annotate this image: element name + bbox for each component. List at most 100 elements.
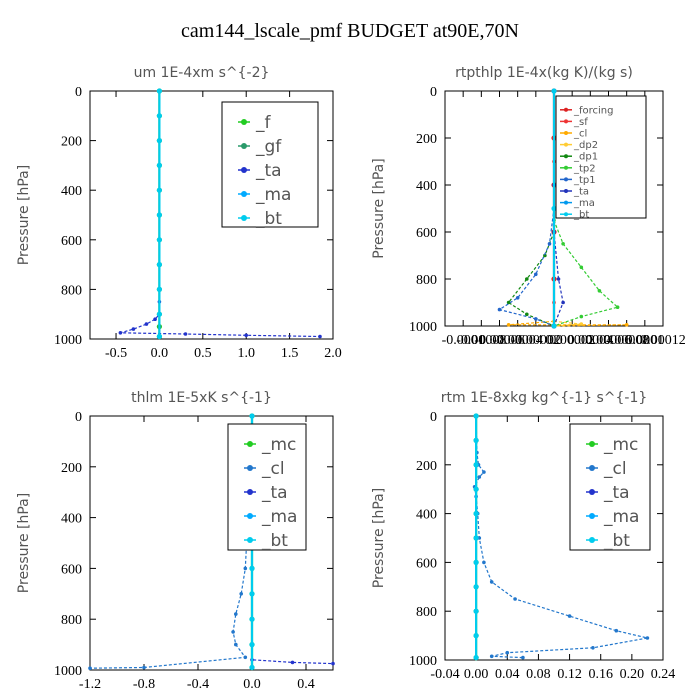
data-point (513, 597, 517, 601)
legend-marker (241, 119, 247, 125)
legend-marker (589, 513, 595, 519)
data-point (556, 277, 561, 281)
y-tick-label: 400 (416, 179, 437, 194)
y-tick-label: 0 (75, 410, 82, 425)
legend-label: _ma (573, 198, 595, 209)
data-point (249, 591, 255, 597)
data-point (505, 650, 510, 655)
x-tick-label: 1.0 (237, 346, 255, 361)
legend-label: _gf (255, 137, 282, 157)
y-tick-label: 600 (416, 226, 437, 241)
data-point (551, 323, 557, 329)
x-tick-label: 0.20 (620, 667, 645, 682)
legend-marker (589, 441, 595, 447)
data-point (144, 322, 149, 326)
legend-label: _ta (261, 483, 288, 503)
data-point (473, 608, 479, 614)
y-tick-label: 1000 (409, 654, 437, 669)
x-tick-label: -0.5 (105, 346, 127, 361)
data-point (156, 162, 162, 168)
data-point (156, 237, 162, 243)
y-tick-label: 200 (61, 461, 82, 476)
legend-label: _ma (603, 507, 639, 527)
legend-box (221, 101, 319, 228)
legend-marker (241, 143, 247, 149)
panel-4: rtm 1E-8xkg kg^{-1} s^{-1} Pressure [hPa]… (371, 390, 675, 682)
legend-label: _dp2 (573, 140, 598, 151)
y-axis-label: Pressure [hPa] (371, 488, 387, 588)
y-tick-label: 1000 (409, 320, 437, 335)
y-axis-label: Pressure [hPa] (16, 165, 32, 265)
data-point (234, 642, 238, 647)
x-tick-label: 0.24 (651, 667, 676, 682)
series-line (553, 220, 619, 327)
series-line (507, 231, 555, 327)
legend-marker (564, 165, 568, 170)
data-point (521, 655, 525, 660)
x-tick-label: 0.00 (464, 667, 489, 682)
y-tick-label: 200 (416, 459, 437, 474)
legend-marker (589, 489, 595, 495)
legend-marker (247, 465, 253, 471)
x-tick-label: -0.0001 (442, 333, 485, 348)
x-tick-label: -0.00006 (474, 333, 524, 348)
data-point (551, 88, 557, 94)
legend-marker (564, 189, 568, 193)
legend-marker (564, 200, 568, 205)
y-tick-label: 0 (430, 410, 437, 425)
data-point (551, 205, 557, 212)
x-tick-label: -0.00002 (511, 333, 561, 348)
figure-title: cam144_lscale_pmf BUDGET at90E,70N (181, 20, 519, 42)
data-point (249, 616, 255, 622)
y-tick-label: 400 (61, 184, 82, 199)
data-point (156, 333, 162, 340)
data-point (473, 559, 479, 566)
panel-1: um 1E-4xm s^{-2} Pressure [hPa] 0 200 400 600… (16, 65, 342, 361)
legend-marker (564, 142, 568, 147)
data-point (318, 334, 322, 339)
data-point (489, 580, 494, 584)
data-point (243, 655, 248, 660)
data-point (156, 187, 162, 193)
x-tick-label: 0.0 (545, 333, 563, 348)
legend-box (569, 423, 651, 551)
legend-marker (564, 131, 568, 135)
data-point (473, 437, 479, 443)
x-tick-label: 0.16 (588, 667, 613, 682)
data-point (597, 289, 602, 293)
legend-label: _sf (573, 117, 588, 128)
x-tick-label: -0.4 (187, 677, 209, 692)
data-point (547, 242, 552, 246)
panel-title: rtm 1E-8xkg kg^{-1} s^{-1} (441, 390, 648, 406)
x-tick-label: 0.04 (495, 667, 520, 682)
x-tick-label: -1.2 (79, 677, 101, 692)
data-point (473, 633, 479, 639)
legend-marker (247, 537, 253, 543)
data-point (156, 138, 162, 144)
legend-label: _ma (255, 185, 291, 205)
data-point (506, 323, 511, 327)
x-tick-label: -0.04 (430, 667, 459, 682)
x-tick-label: -0.00008 (456, 333, 506, 348)
data-point (290, 660, 295, 665)
data-point (156, 113, 162, 119)
plot-frame (89, 415, 334, 671)
panel-title: rtpthlp 1E-4x(kg K)/(kg s) (455, 65, 633, 81)
data-point (156, 212, 162, 218)
legend-marker (247, 441, 253, 447)
data-point (645, 636, 650, 640)
legend-marker (589, 465, 595, 471)
data-point (156, 88, 162, 94)
legend-box (227, 423, 307, 551)
legend-label: _bt (603, 531, 630, 551)
legend-marker (564, 154, 568, 159)
series-line (498, 208, 555, 327)
y-tick-label: 800 (416, 273, 437, 288)
y-tick-label: 1000 (54, 333, 82, 348)
x-tick-label: 2.0 (324, 346, 342, 361)
y-tick-label: 0 (430, 85, 437, 100)
legend-marker (589, 537, 595, 543)
legend-marker (564, 119, 568, 124)
x-tick-label: 0.0 (243, 677, 261, 692)
